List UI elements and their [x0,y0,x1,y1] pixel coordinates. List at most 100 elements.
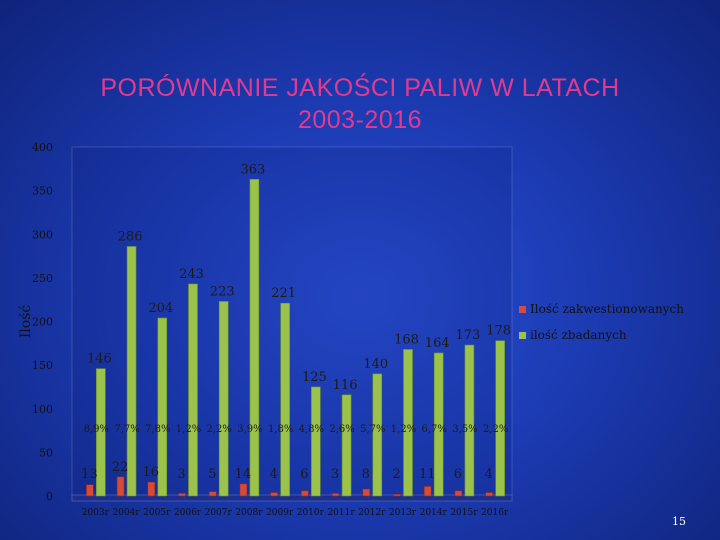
data-label-rejected: 11 [419,467,436,482]
data-label-rejected: 5 [208,467,216,482]
x-tick-label: 2005r [143,508,171,518]
percentage-label: 8,9% [84,424,109,435]
data-label-rejected: 14 [235,467,252,482]
bar-rejected [331,493,340,497]
bar-rejected [239,483,248,497]
x-tick-label: 2011r [327,508,355,518]
percentage-label: 7,8% [145,424,170,435]
x-tick-label: 2009r [266,508,294,518]
bar-tested [372,373,383,497]
bar-tested [188,283,198,497]
data-label-tested: 173 [456,328,481,343]
data-label-rejected: 6 [454,467,462,482]
percentage-label: 7,7% [114,424,139,435]
data-label-rejected: 4 [270,467,278,482]
y-axis-label: Ilość [18,305,34,339]
data-label-tested: 221 [271,286,296,301]
y-tick-label: 150 [32,359,53,372]
bar-rejected [270,492,278,497]
data-label-rejected: 6 [300,467,308,482]
data-label-rejected: 3 [331,467,339,482]
x-tick-label: 2013r [389,508,417,518]
percentage-label: 2,6% [329,424,354,435]
percentage-label: 5,7% [360,424,385,435]
data-label-rejected: 22 [112,460,129,475]
data-label-rejected: 2 [392,467,400,482]
bar-tested [280,302,290,497]
bar-rejected [362,488,371,497]
bar-tested [157,317,168,497]
chart-title: PORÓWNANIE JAKOŚCI PALIW W LATACH [100,74,620,102]
data-label-tested: 125 [302,370,327,385]
bar-rejected [116,476,125,497]
bar-tested [495,340,505,497]
percentage-label: 2,2% [207,424,232,435]
data-label-rejected: 4 [485,467,493,482]
bar-tested [341,394,352,497]
bar-rejected [301,490,309,497]
plot-area [71,146,513,497]
data-label-tested: 178 [486,324,511,339]
bar-tested [311,386,321,497]
bar-rejected [208,491,217,497]
data-label-tested: 146 [87,352,112,367]
data-label-rejected: 16 [143,465,160,480]
data-label-tested: 204 [148,301,173,316]
bar-tested [433,352,444,497]
x-tick-label: 2003r [82,508,110,518]
chart-floor [71,494,513,502]
bar-tested [464,344,475,497]
bar-tested [218,301,229,497]
bar-rejected [393,493,401,497]
bar-rejected [423,486,432,497]
legend-entry-rejected: Ilość zakwestionowanych [530,302,684,316]
chart-title-line-2: 2003-2016 [297,106,423,134]
y-tick-label: 250 [32,272,53,285]
y-tick-label: 350 [32,185,53,198]
data-label-tested: 223 [210,284,235,299]
bar-rejected [485,492,493,497]
data-label-tested: 164 [425,336,450,351]
percentage-label: 6,7% [422,424,447,435]
data-label-tested: 286 [118,229,143,244]
percentage-label: 4,8% [299,424,324,435]
percentage-label: 2,2% [483,424,508,435]
data-label-rejected: 13 [81,467,98,482]
x-tick-label: 2010r [297,508,325,518]
x-tick-label: 2004r [112,508,140,518]
bar-rejected [147,481,156,497]
y-tick-label: 0 [46,490,53,503]
bar-tested [126,246,137,497]
data-label-tested: 116 [333,378,358,393]
x-tick-label: 2015r [450,508,478,518]
data-label-tested: 243 [179,267,204,282]
bar-tested [96,368,106,497]
percentage-label: 1,2% [176,424,201,435]
percentage-label: 1,8% [268,424,293,435]
legend-swatch-tested [519,332,526,339]
bar-rejected [178,493,186,497]
y-tick-label: 300 [32,228,53,241]
bar-rejected [86,484,94,497]
percentage-label: 3,9% [237,424,262,435]
bar-tested [403,349,413,497]
slide-number: 15 [672,515,686,528]
y-tick-label: 50 [39,446,53,459]
bar-rejected [454,490,463,497]
data-label-rejected: 3 [177,467,185,482]
x-tick-label: 2006r [174,508,202,518]
data-label-tested: 140 [363,357,388,372]
y-tick-label: 100 [32,403,53,416]
x-tick-label: 2008r [235,508,263,518]
y-tick-label: 200 [32,316,53,329]
data-label-tested: 168 [394,332,419,347]
legend-entry-tested: ilość zbadanych [530,328,627,342]
percentage-label: 3,5% [452,424,477,435]
x-tick-label: 2014r [420,508,448,518]
legend-swatch-rejected [519,306,526,313]
data-label-rejected: 8 [362,467,370,482]
percentage-label: 1,2% [391,424,416,435]
x-tick-label: 2016r [481,508,509,518]
y-tick-label: 400 [32,141,53,154]
